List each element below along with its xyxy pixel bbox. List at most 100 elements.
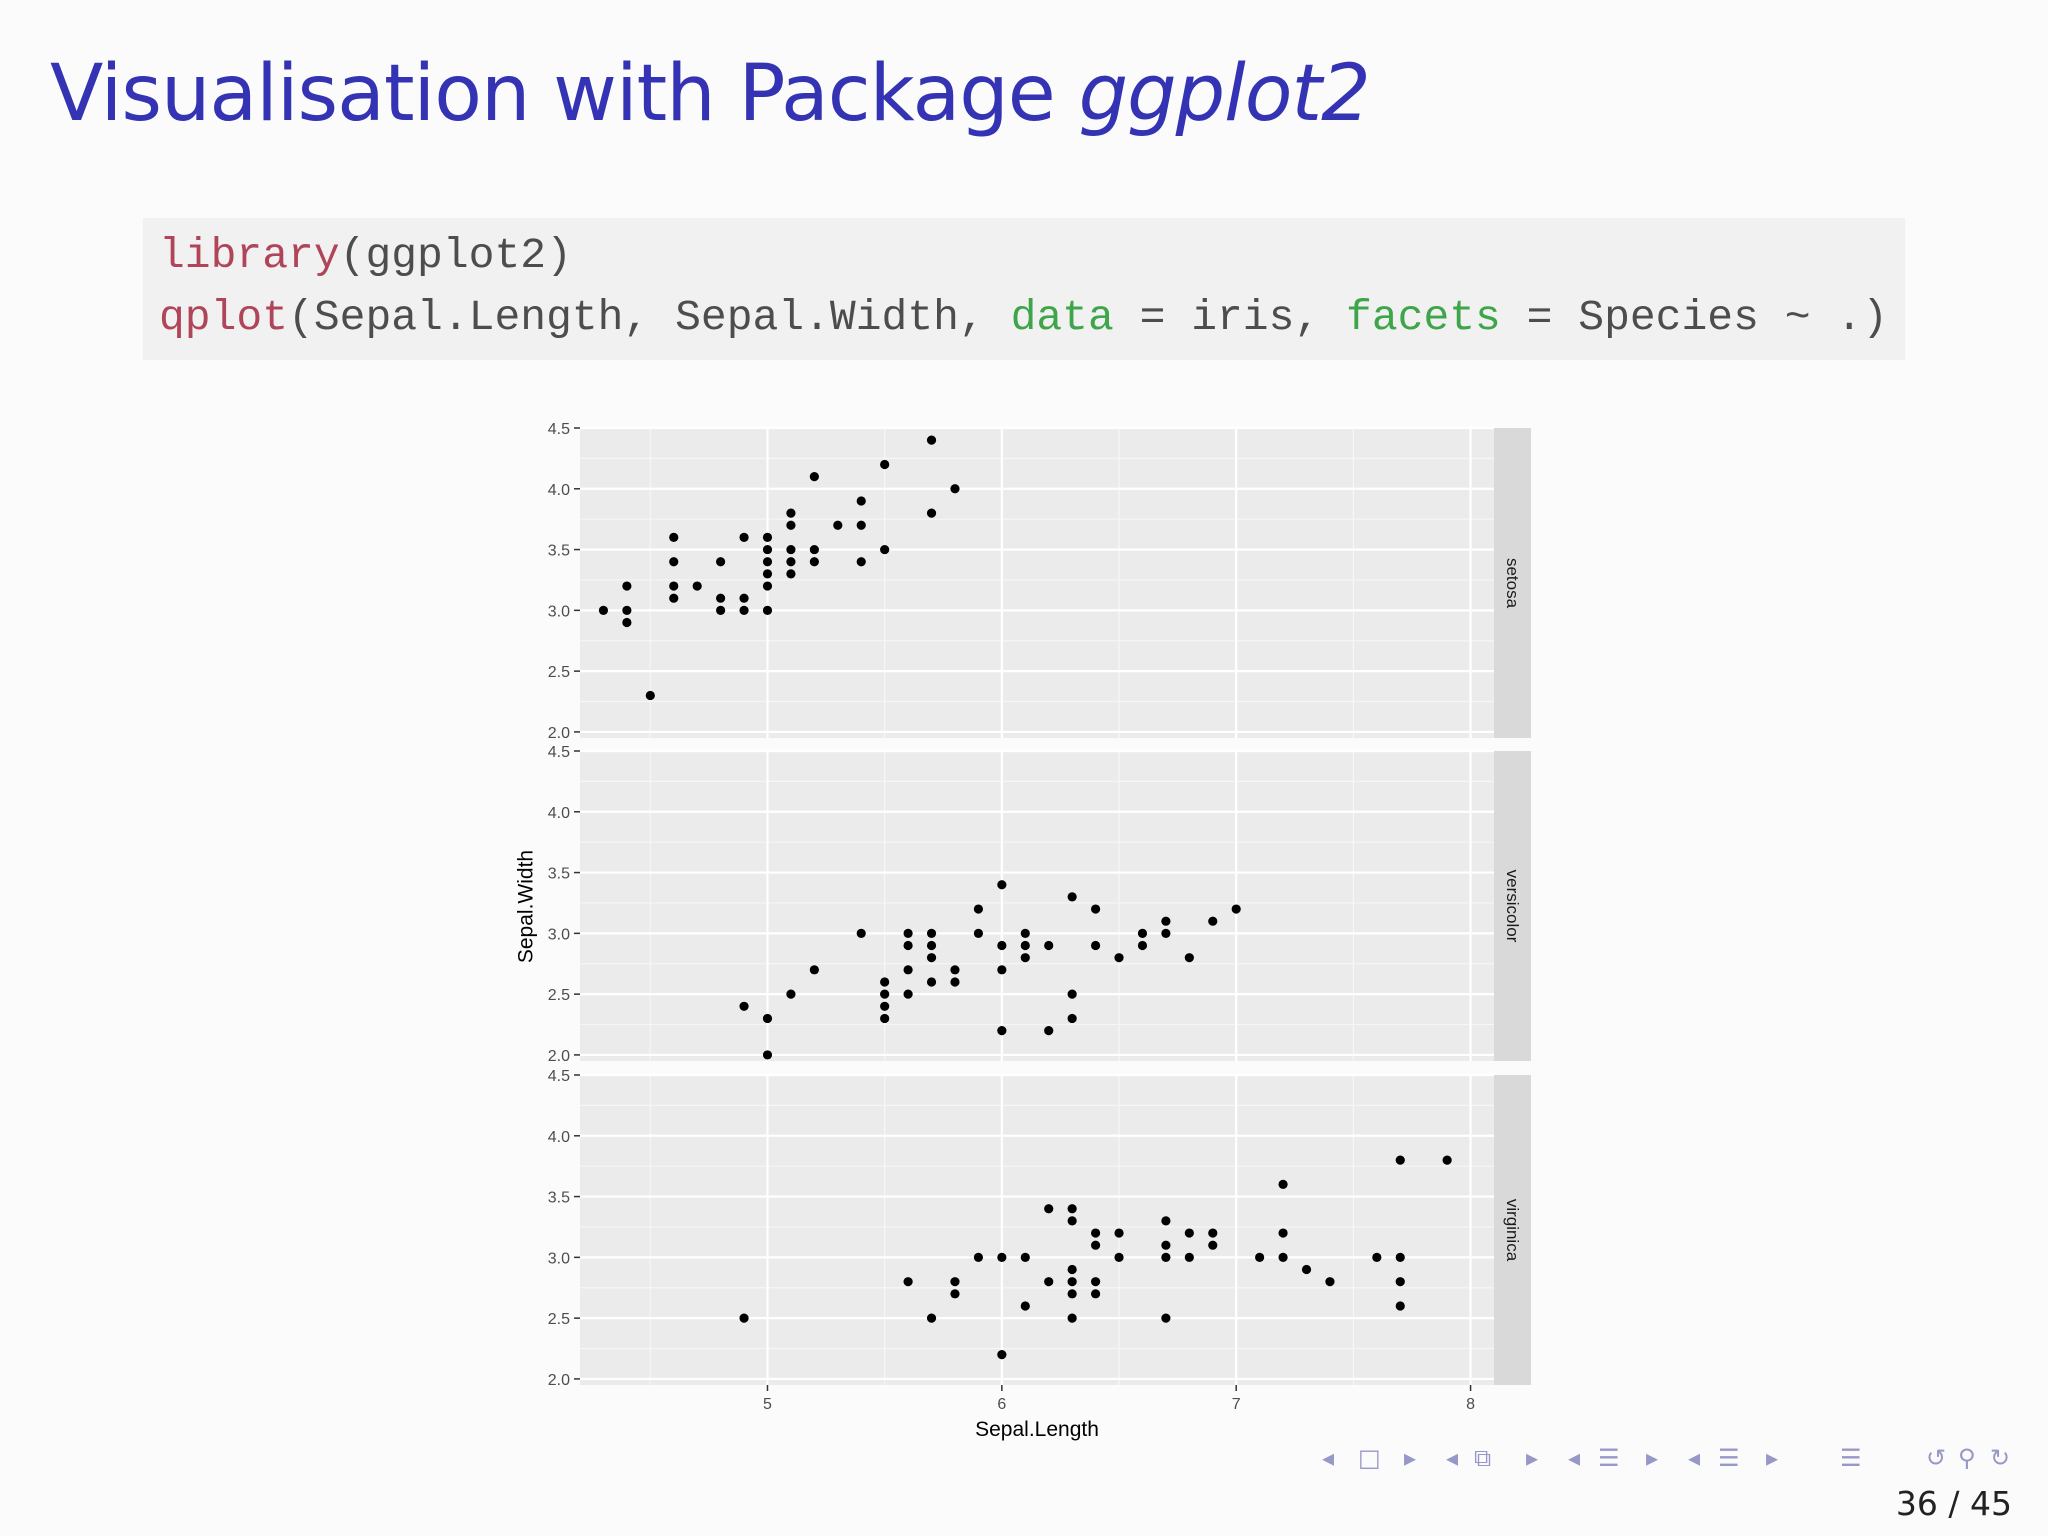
data-point	[716, 593, 726, 603]
x-tick-label: 5	[763, 1396, 772, 1413]
data-point	[950, 484, 960, 494]
data-point	[880, 1013, 890, 1024]
data-point	[809, 557, 819, 567]
data-point	[880, 977, 890, 987]
data-point	[762, 1013, 773, 1024]
data-point	[1020, 1252, 1030, 1262]
data-point	[1090, 1240, 1101, 1250]
x-tick-label: 6	[997, 1396, 1006, 1413]
data-point	[1161, 1313, 1171, 1323]
data-point	[669, 532, 679, 543]
data-point	[809, 965, 819, 975]
data-point	[950, 1289, 960, 1299]
data-point	[1137, 928, 1148, 938]
y-tick-label: 3.0	[548, 926, 570, 943]
data-point	[739, 532, 749, 543]
code-data-value: = iris,	[1113, 293, 1347, 342]
y-tick-label: 3.5	[548, 866, 570, 883]
panel-background	[580, 751, 1494, 1061]
nav-right-icon[interactable]: ▸	[1766, 1444, 1779, 1472]
nav-right-icon[interactable]: ▸	[1526, 1444, 1539, 1472]
facet-strip-label: setosa	[1503, 558, 1522, 609]
undo-icon[interactable]: ↺	[1926, 1444, 1947, 1472]
x-tick-label: 8	[1466, 1396, 1475, 1413]
data-point	[739, 1313, 749, 1323]
beamer-navigation-bar[interactable]: ◂ □ ▸ ◂ ⧉ ▸ ◂ ☰ ▸ ◂ ☰ ▸ ☰ ↺ ⚲ ↻	[1322, 1444, 2032, 1480]
data-point	[856, 557, 866, 567]
data-point	[762, 605, 773, 615]
data-point	[997, 965, 1007, 975]
subsection-icon[interactable]: ☰	[1598, 1444, 1620, 1472]
code-line-2: qplot(Sepal.Length, Sepal.Width, data = …	[159, 292, 1888, 344]
data-point	[1067, 989, 1077, 999]
data-point	[903, 940, 913, 951]
data-point	[1395, 1277, 1405, 1287]
data-point	[762, 544, 773, 555]
data-point	[1090, 1228, 1101, 1238]
data-point	[1442, 1155, 1452, 1165]
data-point	[926, 1313, 937, 1323]
frames-icon[interactable]: ⧉	[1474, 1444, 1492, 1472]
data-point	[903, 965, 913, 975]
y-tick-label: 2.5	[548, 664, 570, 681]
data-point	[1372, 1252, 1382, 1262]
data-point	[1067, 1289, 1077, 1299]
search-icon[interactable]: ⚲	[1958, 1444, 1976, 1472]
data-point	[1395, 1155, 1405, 1165]
data-point	[1067, 1216, 1077, 1226]
data-point	[1114, 1228, 1124, 1238]
data-point	[1044, 1204, 1054, 1214]
data-point	[716, 605, 726, 615]
data-point	[880, 544, 890, 555]
data-point	[1067, 892, 1077, 902]
data-point	[1208, 1228, 1218, 1238]
data-point	[739, 605, 749, 615]
redo-icon[interactable]: ↻	[1990, 1444, 2011, 1472]
data-point	[809, 472, 819, 482]
nav-right-icon[interactable]: ▸	[1646, 1444, 1659, 1472]
data-point	[1161, 916, 1171, 926]
data-point	[1067, 1013, 1077, 1024]
data-point	[856, 520, 866, 530]
y-tick-label: 4.0	[548, 482, 570, 499]
panel-background	[580, 1075, 1494, 1385]
data-point	[1184, 1252, 1194, 1262]
y-tick-label: 3.0	[548, 1250, 570, 1267]
data-point	[786, 508, 796, 518]
title-package-name: ggplot2	[1078, 49, 1371, 139]
nav-left-icon[interactable]: ◂	[1322, 1444, 1335, 1472]
data-point	[1301, 1264, 1312, 1275]
align-icon[interactable]: ☰	[1840, 1444, 1862, 1472]
data-point	[762, 581, 773, 591]
data-point	[1090, 940, 1101, 951]
data-point	[926, 953, 937, 963]
slide-title: Visualisation with Package ggplot2	[50, 44, 1371, 144]
nav-left-icon[interactable]: ◂	[1688, 1444, 1701, 1472]
data-point	[1044, 1026, 1054, 1036]
data-point	[1231, 904, 1241, 914]
data-point	[1278, 1252, 1288, 1262]
y-tick-label: 4.5	[548, 1068, 570, 1085]
data-point	[786, 989, 796, 999]
section-icon[interactable]: ☰	[1718, 1444, 1740, 1472]
data-point	[1161, 928, 1171, 938]
data-point	[786, 569, 796, 579]
data-point	[1278, 1179, 1288, 1190]
data-point	[1044, 940, 1054, 951]
data-point	[1090, 904, 1101, 914]
code-qplot-args: (Sepal.Length, Sepal.Width,	[288, 293, 1011, 342]
y-tick-label: 3.0	[548, 603, 570, 620]
data-point	[833, 520, 843, 530]
data-point	[622, 605, 632, 615]
data-point	[1020, 928, 1030, 938]
facet-strip	[1494, 751, 1531, 1061]
nav-left-icon[interactable]: ◂	[1446, 1444, 1459, 1472]
data-point	[926, 508, 937, 518]
nav-right-icon[interactable]: ▸	[1404, 1444, 1417, 1472]
data-point	[880, 989, 890, 999]
nav-left-icon[interactable]: ◂	[1568, 1444, 1581, 1472]
y-axis-title: Sepal.Width	[515, 850, 538, 963]
frame-icon[interactable]: □	[1358, 1444, 1381, 1472]
data-point	[1067, 1264, 1077, 1275]
